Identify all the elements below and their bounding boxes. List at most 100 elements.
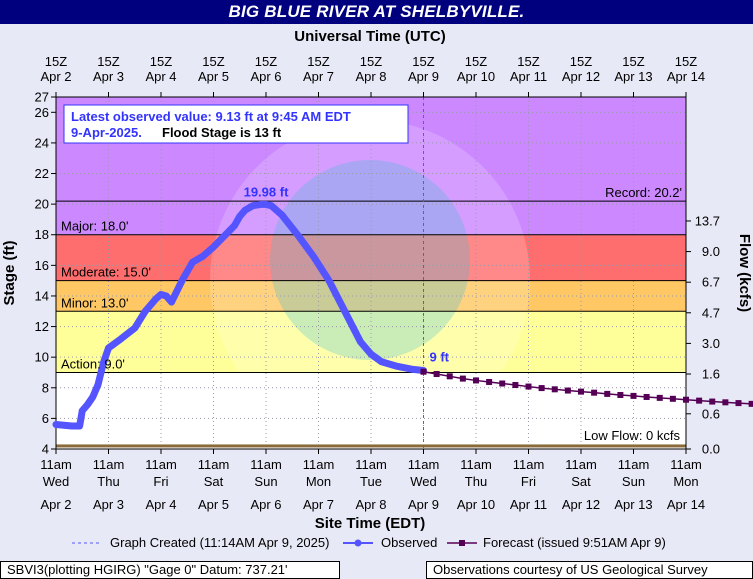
observed-point [242,207,248,213]
top-tick-date: Apr 14 [667,69,705,84]
bottom-tick-day: Mon [306,474,331,489]
y-tick-label: 26 [35,105,49,120]
flood-stage-text: Flood Stage is 13 ft [162,125,282,140]
top-tick-date: Apr 5 [198,69,229,84]
forecast-point [564,387,571,394]
bottom-tick-time: 11am [145,457,177,472]
bottom-tick-time: 11am [408,457,440,472]
observed-point [200,253,206,259]
observed-point [142,308,148,314]
category-label-moderate: Moderate: 15.0' [61,265,151,280]
bottom-tick-day: Wed [410,474,437,489]
top-axis-title: Universal Time (UTC) [294,28,445,45]
noaa-seal-circle [210,120,530,440]
bottom-tick-date: Apr 7 [303,497,334,512]
y-tick-label: 18 [35,227,49,242]
observed-point [410,366,416,372]
observed-point [394,363,400,369]
bottom-tick-time: 11am [355,457,387,472]
top-tick-time: 15Z [570,54,592,69]
y2-tick-label: 0.0 [702,442,720,457]
y-tick-label: 6 [42,411,49,426]
forecast-point [735,400,742,407]
bottom-tick-date: Apr 5 [198,497,229,512]
bottom-tick-time: 11am [513,457,545,472]
bottom-tick-day: Thu [97,474,119,489]
y-tick-label: 12 [35,319,49,334]
top-tick-time: 15Z [45,54,67,69]
forecast-point [473,377,479,384]
y2-tick-label: 4.7 [702,305,720,320]
y-tick-label: 22 [35,166,49,181]
forecast-point [578,388,584,395]
forecast-point [420,368,427,375]
peak-value-label: 19.98 ft [244,184,289,199]
observed-point [190,259,195,265]
forecast-point [656,394,663,401]
bottom-tick-day: Mon [673,474,698,489]
bottom-tick-date: Apr 6 [250,497,281,512]
bottom-tick-time: 11am [670,457,702,472]
forecast-point [486,378,493,385]
observed-point [258,201,264,207]
datum-footer: SBVI3(plotting HGIRG) "Gage 0" Datum: 73… [0,561,340,579]
y-tick-label: 20 [35,197,49,212]
bottom-tick-time: 11am [198,457,230,472]
bottom-tick-date: Apr 11 [510,497,547,512]
forecast-point [512,382,519,389]
top-tick-time: 15Z [97,54,119,69]
top-tick-date: Apr 13 [614,69,652,84]
top-tick-date: Apr 9 [408,69,439,84]
forecast-point [538,385,545,392]
top-tick-time: 15Z [307,54,329,69]
forecast-point [525,383,532,390]
bottom-tick-day: Thu [465,474,487,489]
category-label-minor: Minor: 13.0' [61,295,129,310]
observed-point [100,360,106,366]
bottom-tick-day: Sat [204,474,224,489]
y2-tick-label: 9.0 [702,244,720,259]
bottom-tick-time: 11am [250,457,282,472]
title-bar [0,0,753,24]
forecast-point [499,380,506,387]
y-tick-label: 8 [42,380,49,395]
observed-point [158,291,164,297]
top-tick-time: 15Z [465,54,487,69]
observed-point [85,402,90,408]
forecast-point [643,393,650,400]
bottom-tick-day: Fri [521,474,536,489]
forecast-point [630,392,637,399]
chart-labels: Action: 9.0' Minor: 13.0' Moderate: 15.0' M… [61,104,682,443]
top-tick-time: 15Z [202,54,224,69]
forecast-point [748,400,753,407]
latest-value-label: 9 ft [430,349,450,364]
bottom-tick-day: Fri [153,474,168,489]
observed-point [237,213,243,219]
y-tick-label: 24 [35,135,49,150]
y-tick-label: 10 [35,350,49,365]
forecast-point [617,391,624,398]
series [52,200,753,430]
observed-point [179,278,185,284]
bottom-tick-day: Tue [360,474,382,489]
observed-point [263,201,269,207]
observed-point [106,345,111,351]
bottom-tick-day: Wed [43,474,70,489]
bottom-tick-date: Apr 2 [40,497,71,512]
top-tick-time: 15Z [622,54,644,69]
observed-point [116,337,122,343]
top-tick-time: 15Z [517,54,539,69]
legend-observed-marker [354,539,362,547]
observed-point [90,394,96,400]
y2-tick-label: 13.7 [695,213,720,228]
legend-forecast-marker [459,540,465,546]
y2-tick-label: 0.6 [702,406,720,421]
observed-point [279,212,285,218]
category-label-major: Major: 18.0' [61,219,129,234]
x-axis-title: Site Time (EDT) [315,515,426,532]
y2-axis-title: Flow (kcfs) [736,234,753,312]
bottom-tick-date: Apr 8 [355,497,386,512]
top-tick-date: Apr 4 [145,69,176,84]
observed-point [169,299,174,305]
